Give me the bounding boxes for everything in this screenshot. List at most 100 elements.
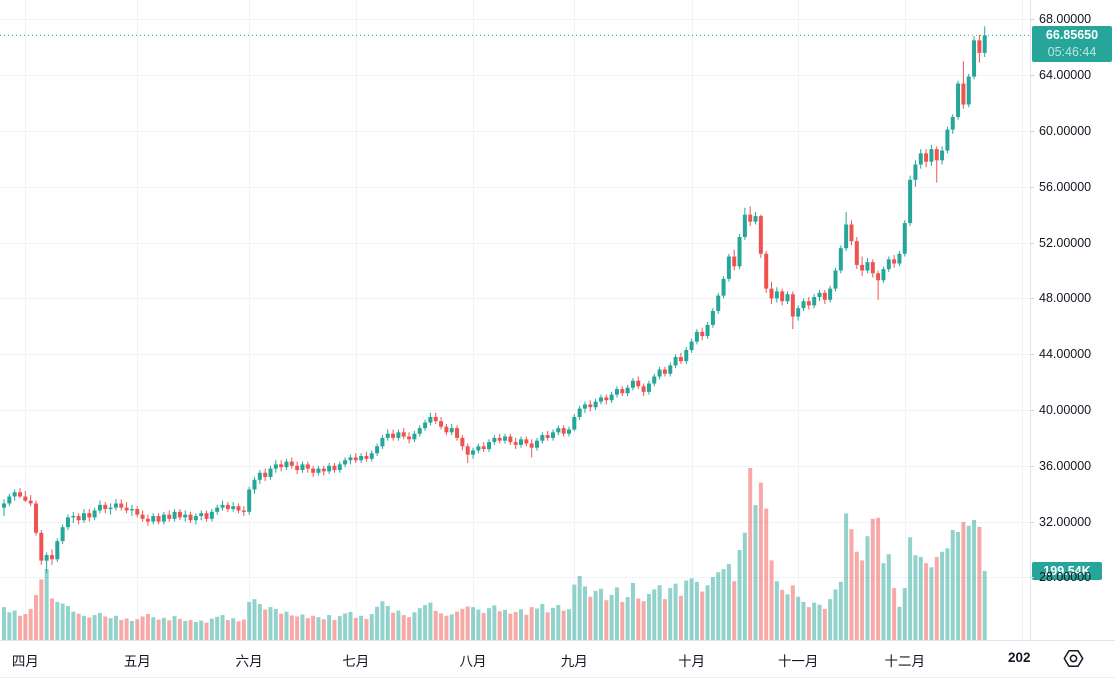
candle [897, 253, 902, 264]
candle [2, 503, 6, 508]
candle [241, 510, 246, 512]
candle [700, 331, 705, 337]
candle [359, 456, 364, 461]
candle [982, 35, 987, 53]
volume-bar [385, 606, 390, 640]
candle [796, 308, 801, 317]
volume-bar [273, 608, 278, 640]
volume-bar [311, 615, 316, 640]
time-axis-settings-button[interactable] [1061, 646, 1085, 670]
candle [300, 464, 305, 470]
volume-bar [737, 550, 742, 640]
candle [950, 117, 955, 130]
volume-bar [65, 606, 70, 640]
candle [460, 437, 465, 447]
volume-bar [71, 611, 76, 640]
volume-bar [183, 620, 188, 640]
candle [92, 510, 97, 518]
price-tick-label: 68.00000 [1039, 12, 1092, 27]
candle [886, 259, 891, 270]
candle [305, 464, 310, 469]
candle [625, 387, 630, 394]
candle [561, 428, 566, 434]
candle [412, 433, 417, 440]
volume-bar [870, 518, 875, 640]
candle [337, 464, 342, 470]
volume-bar [929, 567, 934, 640]
candle [76, 516, 81, 521]
candle [471, 450, 476, 455]
candle [721, 278, 726, 296]
bottom-edge-line [0, 677, 1115, 678]
candle [396, 432, 401, 438]
candle [151, 516, 156, 522]
candle [945, 129, 950, 151]
volume-bar [113, 615, 118, 640]
volume-bar [950, 529, 955, 640]
volume-bar [694, 581, 699, 640]
price-axis-separator [1030, 0, 1031, 640]
time-axis[interactable]: 202 四月 五月 六月 七月 八月 九月 十月 十一月 十二月 [0, 641, 1030, 678]
candle [439, 421, 444, 427]
price-axis[interactable]: 66.85650 05:46:44 199.54K 68.00000 64.000… [1030, 0, 1115, 640]
price-tick-mark [1030, 298, 1034, 299]
candle [769, 288, 774, 299]
volume-bar [167, 620, 172, 640]
volume-bar [780, 589, 785, 640]
price-tick-label: 64.00000 [1039, 68, 1092, 83]
volume-bar [860, 560, 865, 640]
candle [417, 428, 422, 434]
volume-bar [103, 616, 108, 640]
volume-bar [646, 593, 651, 640]
candle [172, 511, 177, 519]
candle [684, 350, 689, 362]
volume-bar [934, 556, 939, 640]
volume-bar [812, 602, 817, 640]
price-tick-mark [1030, 466, 1034, 467]
candle [961, 83, 966, 105]
volume-bar [135, 619, 140, 640]
candle [492, 437, 497, 443]
volume-bar [17, 615, 22, 640]
candle [225, 504, 230, 510]
time-tick-label: 六月 [235, 654, 263, 669]
candle [273, 464, 278, 469]
volume-bar [524, 614, 529, 640]
volume-bar [726, 563, 731, 640]
candle [321, 468, 326, 472]
volume-bar [348, 611, 353, 640]
candle [737, 237, 742, 267]
gear-icon [1063, 649, 1083, 667]
volume-bar [748, 468, 753, 640]
volume-bar [918, 556, 923, 640]
time-tick-label: 四月 [11, 654, 39, 669]
volume-bar [796, 596, 801, 640]
volume-bar [225, 619, 230, 640]
volume-bar [577, 575, 582, 640]
candle [295, 465, 300, 470]
volume-bar [119, 619, 124, 640]
volume-bar [92, 615, 97, 640]
candle [428, 416, 433, 423]
volume-bar [369, 614, 374, 640]
volume-bar [481, 613, 486, 640]
time-tick-label: 五月 [123, 654, 151, 669]
volume-bar [620, 601, 625, 640]
candle [177, 511, 182, 518]
candle [364, 456, 369, 459]
candle [673, 356, 678, 366]
candle [508, 436, 513, 443]
volume-bar [769, 560, 774, 640]
candle [630, 380, 635, 388]
candlestick-chart-canvas[interactable] [0, 0, 1030, 640]
volume-bar [124, 618, 129, 640]
volume-bar [295, 616, 300, 640]
volume-bar [316, 617, 321, 640]
candle [854, 241, 859, 265]
volume-bar [455, 611, 460, 640]
candle [33, 503, 38, 533]
volume-bar [598, 588, 603, 640]
volume-bar [471, 607, 476, 640]
volume-bar [668, 588, 673, 640]
axis-corner [1031, 641, 1115, 678]
